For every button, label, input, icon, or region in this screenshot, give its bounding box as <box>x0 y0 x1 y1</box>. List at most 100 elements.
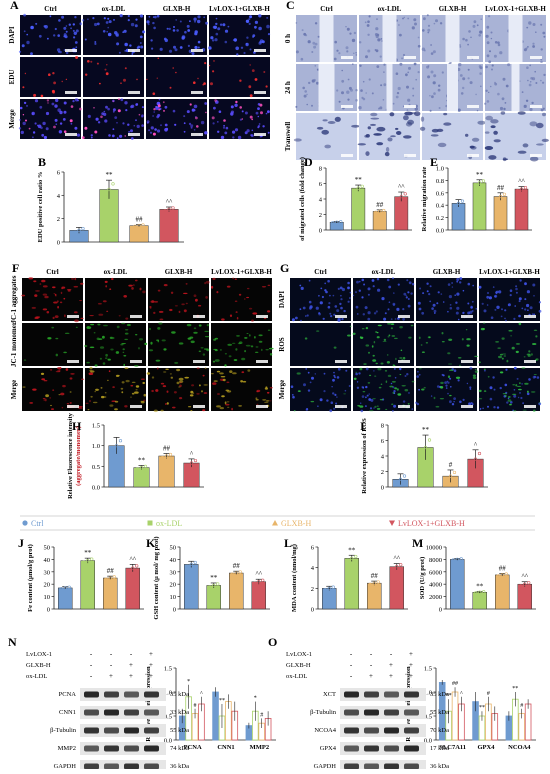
blot-band <box>404 691 419 698</box>
cell-dot <box>491 64 494 67</box>
blot-band <box>124 727 139 734</box>
cell-blob <box>165 403 167 405</box>
cell-dot <box>153 26 156 30</box>
cell-blob <box>190 340 195 344</box>
cell-blob <box>324 144 332 149</box>
cell-blob <box>123 295 127 298</box>
cell-dot <box>63 101 67 105</box>
cell-dot <box>475 308 478 310</box>
cell-blob <box>162 385 167 388</box>
micrograph-tile <box>20 15 81 55</box>
cell-dot <box>367 287 371 291</box>
cell-dot <box>237 135 242 140</box>
cell-dot <box>358 280 361 283</box>
cell-blob <box>104 280 108 283</box>
cell-blob <box>484 146 494 150</box>
cell-dot <box>130 129 133 133</box>
cell-dot <box>254 20 258 24</box>
cell-blob <box>362 391 366 393</box>
cell-dot <box>186 24 190 28</box>
cell-blob <box>216 370 221 373</box>
data-point <box>473 457 478 461</box>
cell-dot <box>455 301 458 304</box>
data-point <box>527 581 531 585</box>
cell-blob <box>165 368 169 370</box>
cell-dot <box>72 100 75 103</box>
cell-dot <box>488 15 491 18</box>
cell-blob <box>529 121 538 127</box>
data-point <box>356 186 360 190</box>
cell-blob <box>527 354 531 357</box>
cell-dot <box>367 20 370 24</box>
cell-dot <box>507 303 511 307</box>
data-point <box>118 439 123 443</box>
cell-dot <box>252 34 256 37</box>
cell-dot <box>447 310 449 313</box>
data-point <box>77 228 81 232</box>
cell-dot <box>518 297 522 301</box>
data-point <box>515 188 520 193</box>
cell-blob <box>189 394 194 397</box>
cell-dot <box>323 390 326 393</box>
cell-blob <box>399 374 402 376</box>
cell-blob <box>369 374 372 377</box>
cell-dot <box>343 309 346 313</box>
cell-dot <box>346 50 349 53</box>
cell-blob <box>46 311 50 314</box>
cell-blob <box>21 294 26 297</box>
cell-dot <box>441 71 444 74</box>
treatment-label: LvLOX-1 <box>286 651 312 658</box>
cell-blob <box>114 408 118 411</box>
scale-bar <box>461 360 473 363</box>
data-point <box>398 477 403 481</box>
cell-blob <box>237 342 241 345</box>
cell-dot <box>507 397 510 400</box>
scale-bar <box>256 360 268 363</box>
cell-dot <box>43 135 48 140</box>
cell-blob <box>440 386 444 389</box>
blot-band <box>84 709 99 716</box>
cell-dot <box>211 39 215 42</box>
cell-dot <box>321 295 324 299</box>
cell-dot <box>534 70 536 73</box>
cell-blob <box>310 400 315 403</box>
cell-dot <box>116 122 118 124</box>
cell-dot <box>381 297 385 301</box>
cell-dot <box>332 392 335 395</box>
y-axis-label: Fe content (μmol/g prot) <box>27 544 34 612</box>
cell-blob <box>512 384 516 386</box>
cell-blob <box>153 409 158 413</box>
cell-dot <box>63 26 67 30</box>
x-tick-label: CNN1 <box>217 744 234 751</box>
cell-dot <box>427 31 430 34</box>
cell-dot <box>196 125 199 128</box>
cell-blob <box>74 277 77 281</box>
significance-mark: * <box>187 679 190 685</box>
treatment-label: ox-LDL <box>286 673 307 680</box>
cell-dot <box>413 18 417 22</box>
row-label: 24 h <box>284 81 292 94</box>
cell-blob <box>226 401 230 403</box>
cell-dot <box>45 111 50 116</box>
cell-dot <box>459 45 462 48</box>
cell-blob <box>533 409 536 412</box>
cell-dot <box>212 70 215 73</box>
cell-dot <box>406 279 409 282</box>
cell-blob <box>376 142 384 146</box>
cell-blob <box>62 384 66 388</box>
cell-blob <box>364 135 368 138</box>
band-kda: 70 kDa <box>430 727 449 734</box>
column-header: LvLOX-1+GLXB-H <box>479 268 540 276</box>
band-label: NCOA4 <box>314 727 336 734</box>
cell-dot <box>319 301 323 305</box>
panel-letter: F <box>12 261 19 275</box>
cell-blob <box>134 279 138 282</box>
cell-dot <box>176 29 179 32</box>
cell-blob <box>482 328 485 330</box>
blot-band <box>84 727 99 734</box>
column-header: ox-LDL <box>102 5 126 13</box>
cell-blob <box>90 323 95 326</box>
cell-dot <box>93 107 95 109</box>
cell-blob <box>42 293 48 296</box>
